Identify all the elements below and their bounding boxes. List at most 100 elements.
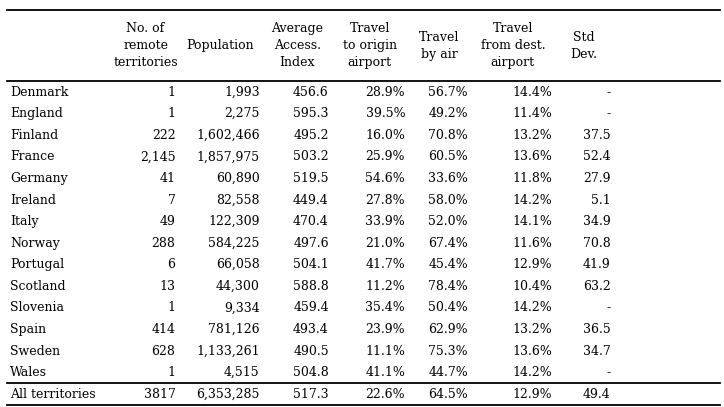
Text: 9,334: 9,334 xyxy=(224,302,260,314)
Text: 64.5%: 64.5% xyxy=(428,388,468,400)
Text: 54.6%: 54.6% xyxy=(366,172,405,185)
Text: 3817: 3817 xyxy=(143,388,175,400)
Text: 14.2%: 14.2% xyxy=(513,193,552,206)
Text: 595.3: 595.3 xyxy=(293,107,329,120)
Text: 41.9: 41.9 xyxy=(583,258,610,271)
Text: Travel
to origin
airport: Travel to origin airport xyxy=(342,22,397,69)
Text: 122,309: 122,309 xyxy=(208,215,260,228)
Text: 50.4%: 50.4% xyxy=(428,302,468,314)
Text: 34.7: 34.7 xyxy=(583,345,610,357)
Text: 70.8%: 70.8% xyxy=(428,129,468,142)
Text: 5.1: 5.1 xyxy=(591,193,610,206)
Text: 7: 7 xyxy=(168,193,175,206)
Text: 6: 6 xyxy=(167,258,175,271)
Text: 222: 222 xyxy=(152,129,175,142)
Text: Norway: Norway xyxy=(10,236,60,249)
Text: 44.7%: 44.7% xyxy=(428,366,468,379)
Text: 49.4: 49.4 xyxy=(583,388,610,400)
Text: 37.5: 37.5 xyxy=(583,129,610,142)
Text: 12.9%: 12.9% xyxy=(513,388,552,400)
Text: Wales: Wales xyxy=(10,366,47,379)
Text: 58.0%: 58.0% xyxy=(428,193,468,206)
Text: 459.4: 459.4 xyxy=(293,302,329,314)
Text: 14.4%: 14.4% xyxy=(512,85,552,98)
Text: 1,857,975: 1,857,975 xyxy=(196,150,260,163)
Text: 490.5: 490.5 xyxy=(293,345,329,357)
Text: 13.2%: 13.2% xyxy=(513,129,552,142)
Text: Slovenia: Slovenia xyxy=(10,302,64,314)
Text: 10.4%: 10.4% xyxy=(512,280,552,293)
Text: 4,515: 4,515 xyxy=(224,366,260,379)
Text: Std
Dev.: Std Dev. xyxy=(571,31,598,61)
Text: 44,300: 44,300 xyxy=(216,280,260,293)
Text: -: - xyxy=(607,107,610,120)
Text: 60,890: 60,890 xyxy=(216,172,260,185)
Text: 35.4%: 35.4% xyxy=(366,302,405,314)
Text: Scotland: Scotland xyxy=(10,280,66,293)
Text: 503.2: 503.2 xyxy=(293,150,329,163)
Text: 1,993: 1,993 xyxy=(224,85,260,98)
Text: 11.1%: 11.1% xyxy=(365,345,405,357)
Text: 23.9%: 23.9% xyxy=(366,323,405,336)
Text: 6,353,285: 6,353,285 xyxy=(196,388,260,400)
Text: 14.1%: 14.1% xyxy=(512,215,552,228)
Text: France: France xyxy=(10,150,54,163)
Text: 33.6%: 33.6% xyxy=(428,172,468,185)
Text: 14.2%: 14.2% xyxy=(513,366,552,379)
Text: 517.3: 517.3 xyxy=(293,388,329,400)
Text: Sweden: Sweden xyxy=(10,345,60,357)
Text: 45.4%: 45.4% xyxy=(428,258,468,271)
Text: 82,558: 82,558 xyxy=(216,193,260,206)
Text: 781,126: 781,126 xyxy=(208,323,260,336)
Text: 11.6%: 11.6% xyxy=(512,236,552,249)
Text: 34.9: 34.9 xyxy=(583,215,610,228)
Text: 11.2%: 11.2% xyxy=(366,280,405,293)
Text: 66,058: 66,058 xyxy=(216,258,260,271)
Text: Italy: Italy xyxy=(10,215,39,228)
Text: 11.4%: 11.4% xyxy=(512,107,552,120)
Text: 588.8: 588.8 xyxy=(293,280,329,293)
Text: -: - xyxy=(607,302,610,314)
Text: Portugal: Portugal xyxy=(10,258,64,271)
Text: 628: 628 xyxy=(151,345,175,357)
Text: 1: 1 xyxy=(167,85,175,98)
Text: 288: 288 xyxy=(151,236,175,249)
Text: 41.7%: 41.7% xyxy=(366,258,405,271)
Text: Ireland: Ireland xyxy=(10,193,56,206)
Text: 1: 1 xyxy=(167,107,175,120)
Text: 33.9%: 33.9% xyxy=(366,215,405,228)
Text: 41.1%: 41.1% xyxy=(365,366,405,379)
Text: 49: 49 xyxy=(159,215,175,228)
Text: Travel
from dest.
airport: Travel from dest. airport xyxy=(481,22,545,69)
Text: 519.5: 519.5 xyxy=(293,172,329,185)
Text: 67.4%: 67.4% xyxy=(428,236,468,249)
Text: No. of
remote
territories: No. of remote territories xyxy=(113,22,178,69)
Text: 2,145: 2,145 xyxy=(140,150,175,163)
Text: 60.5%: 60.5% xyxy=(428,150,468,163)
Text: Germany: Germany xyxy=(10,172,68,185)
Text: 13.6%: 13.6% xyxy=(512,150,552,163)
Text: 52.0%: 52.0% xyxy=(429,215,468,228)
Text: Average
Access.
Index: Average Access. Index xyxy=(271,22,323,69)
Text: 1,602,466: 1,602,466 xyxy=(196,129,260,142)
Text: 52.4: 52.4 xyxy=(583,150,610,163)
Text: -: - xyxy=(607,85,610,98)
Text: 493.4: 493.4 xyxy=(293,323,329,336)
Text: 21.0%: 21.0% xyxy=(366,236,405,249)
Text: 2,275: 2,275 xyxy=(224,107,260,120)
Text: 13.6%: 13.6% xyxy=(512,345,552,357)
Text: 28.9%: 28.9% xyxy=(366,85,405,98)
Text: 22.6%: 22.6% xyxy=(366,388,405,400)
Text: 449.4: 449.4 xyxy=(293,193,329,206)
Text: 414: 414 xyxy=(151,323,175,336)
Text: 36.5: 36.5 xyxy=(583,323,610,336)
Text: 75.3%: 75.3% xyxy=(429,345,468,357)
Text: 1: 1 xyxy=(167,366,175,379)
Text: Travel
by air: Travel by air xyxy=(419,31,460,61)
Text: Spain: Spain xyxy=(10,323,46,336)
Text: Denmark: Denmark xyxy=(10,85,69,98)
Text: Finland: Finland xyxy=(10,129,59,142)
Text: All territories: All territories xyxy=(10,388,96,400)
Text: 495.2: 495.2 xyxy=(293,129,329,142)
Text: 49.2%: 49.2% xyxy=(429,107,468,120)
